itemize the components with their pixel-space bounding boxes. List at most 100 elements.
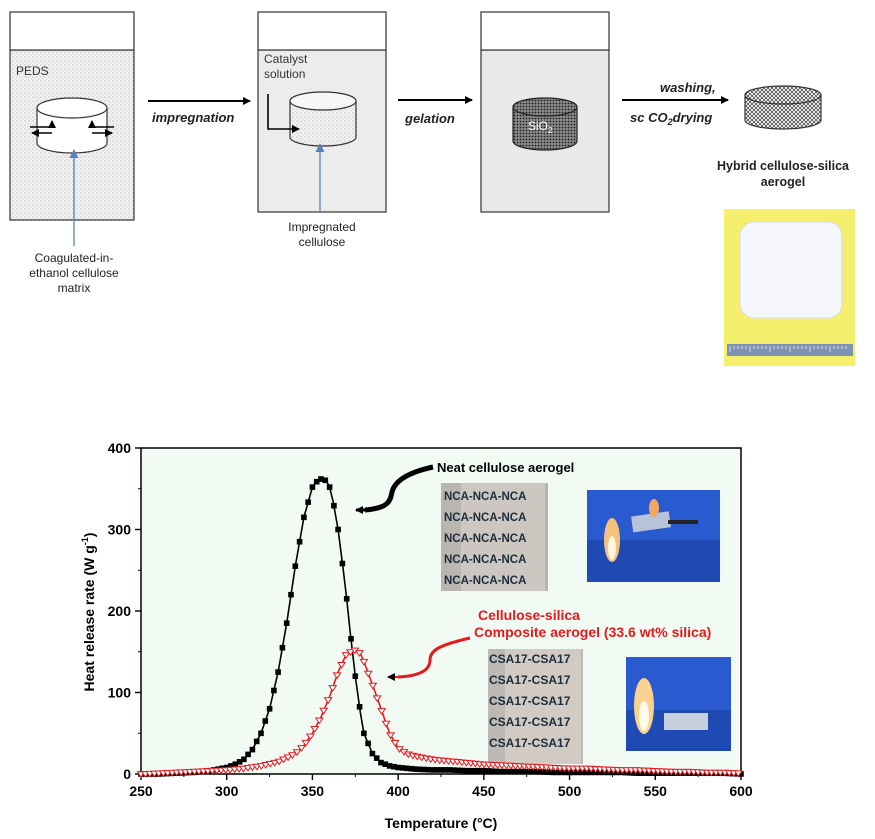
data-point: [373, 755, 380, 761]
data-point: [613, 769, 620, 776]
data-point: [463, 767, 470, 774]
data-point: [258, 730, 264, 737]
composite-sample-label: CSA17-CSA17: [489, 694, 571, 708]
data-point: [365, 740, 371, 747]
data-point: [369, 750, 376, 757]
neat-sample-photo: [441, 483, 548, 591]
data-point: [343, 596, 350, 602]
beaker-2: [257, 11, 387, 213]
step2-caption-line2: cellulose: [299, 235, 346, 249]
data-point: [283, 620, 290, 626]
y-tick-label: 300: [108, 522, 132, 538]
composite-sample-photo: [488, 649, 583, 764]
data-point: [368, 682, 378, 690]
data-point: [279, 644, 286, 651]
x-axis-label: Temperature (°C): [385, 815, 498, 831]
data-point: [381, 720, 391, 728]
sio2-label: SiO2: [528, 119, 553, 135]
data-point: [455, 767, 461, 774]
data-point: [326, 484, 333, 490]
data-point: [523, 768, 530, 775]
data-point: [541, 769, 547, 775]
data-point: [323, 697, 333, 705]
gelation-label: gelation: [404, 111, 455, 126]
data-point: [348, 636, 354, 642]
step1-caption-line3: matrix: [58, 281, 91, 295]
aerogel-photo: [724, 209, 855, 366]
data-point: [459, 767, 466, 774]
data-point: [481, 767, 487, 774]
data-point: [261, 762, 271, 769]
data-point: [395, 764, 401, 771]
x-tick-label: 450: [472, 783, 496, 799]
data-point: [363, 670, 373, 678]
data-point: [545, 769, 551, 775]
washing-label: washing,: [660, 80, 716, 95]
data-point: [416, 766, 423, 773]
data-point: [232, 761, 239, 767]
data-point: [301, 514, 307, 521]
data-point: [502, 768, 509, 775]
data-point: [408, 765, 414, 772]
product-label-line1: Hybrid cellulose-silica: [717, 159, 850, 173]
neat-sample-label: NCA-NCA-NCA: [444, 554, 526, 566]
data-point: [265, 761, 275, 768]
x-tick-labels: 250 300 350 400 450 500 550 600: [129, 783, 753, 799]
data-point: [609, 769, 616, 776]
y-tick-label: 200: [108, 603, 132, 619]
data-point: [241, 756, 247, 763]
data-point: [472, 767, 479, 774]
peds-label: PEDS: [16, 64, 49, 78]
data-point: [283, 754, 293, 762]
data-point: [339, 560, 346, 567]
data-point: [429, 767, 436, 773]
data-point: [313, 478, 320, 485]
data-point: [403, 765, 410, 772]
data-point: [433, 767, 440, 773]
step1-caption-line2: ethanol cellulose: [29, 266, 119, 280]
data-point: [245, 751, 251, 758]
data-point: [733, 770, 743, 778]
neat-sample-label: NCA-NCA-NCA: [444, 575, 526, 587]
data-point: [305, 733, 315, 741]
x-tick-label: 600: [729, 783, 753, 799]
data-point: [345, 649, 356, 657]
data-point: [361, 730, 367, 737]
data-point: [498, 768, 504, 775]
data-point: [536, 769, 543, 775]
data-point: [262, 718, 269, 724]
aerogel-cylinder: [744, 85, 822, 130]
data-point: [318, 476, 324, 482]
data-point: [279, 756, 289, 764]
data-point: [322, 477, 329, 484]
data-point: [566, 769, 573, 776]
drying-label: sc CO2drying: [630, 110, 712, 127]
neat-sample-label: NCA-NCA-NCA: [444, 533, 526, 545]
data-point: [271, 687, 277, 694]
step2-caption-line1: Impregnated: [288, 220, 355, 234]
data-point: [391, 763, 397, 770]
data-point: [575, 769, 581, 776]
data-point: [228, 763, 234, 769]
data-point: [310, 726, 320, 733]
composite-annotation-line2: Composite aerogel (33.6 wt% silica): [474, 624, 711, 640]
x-tick-label: 300: [215, 783, 239, 799]
catalyst-label-line2: solution: [264, 67, 305, 81]
data-point: [588, 769, 594, 776]
impregnation-label: impregnation: [152, 110, 234, 125]
data-point: [309, 484, 316, 490]
data-point: [412, 766, 419, 772]
data-point: [359, 658, 369, 666]
x-tick-label: 500: [558, 783, 582, 799]
data-point: [301, 739, 311, 747]
data-point: [553, 769, 560, 776]
data-point: [532, 768, 539, 775]
data-point: [446, 767, 453, 773]
data-point: [661, 770, 667, 776]
y-tick-label: 0: [123, 766, 131, 782]
composite-sample-label: CSA17-CSA17: [489, 673, 571, 687]
data-point: [319, 707, 329, 715]
data-point: [337, 662, 347, 669]
data-point: [399, 765, 406, 771]
